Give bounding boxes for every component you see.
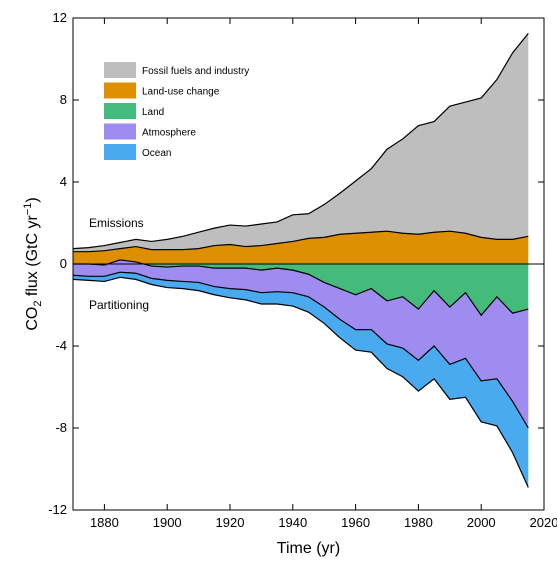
- x-tick-label: 1940: [278, 515, 307, 530]
- area-fossil-fuels: [73, 33, 529, 252]
- legend-swatch: [104, 123, 136, 140]
- legend-label: Ocean: [142, 148, 171, 159]
- area-ocean: [73, 272, 529, 488]
- y-axis-title: CO2 flux (GtC yr−1): [22, 197, 44, 330]
- annotation-partitioning: Partitioning: [89, 298, 149, 312]
- x-tick-label: 1980: [404, 515, 433, 530]
- area-land-use-change: [73, 231, 529, 264]
- x-axis-title: Time (yr): [277, 540, 340, 557]
- legend-swatch: [104, 144, 136, 160]
- legend-label: Land: [142, 107, 164, 118]
- y-tick-label: -12: [48, 502, 67, 517]
- legend-label: Land-use change: [142, 87, 220, 98]
- legend-swatch: [104, 62, 136, 78]
- x-tick-label: 1920: [216, 515, 245, 530]
- y-axis-title-superscript: −1: [22, 203, 34, 216]
- line-land-bottom: [73, 259, 529, 317]
- legend-swatch: [104, 82, 136, 99]
- area-layers: [72, 32, 529, 488]
- x-tick-label: 2020: [530, 515, 557, 530]
- x-tick-label: 1960: [341, 515, 370, 530]
- y-axis-title-end: ): [24, 197, 41, 202]
- annotation-emissions: Emissions: [89, 216, 144, 230]
- line-ocean-bottom: [72, 276, 529, 488]
- y-axis-title-middle: flux (GtC yr: [24, 215, 41, 301]
- area-land: [73, 259, 529, 316]
- legend-label: Fossil fuels and industry: [142, 66, 249, 77]
- x-tick-label: 1880: [90, 515, 119, 530]
- y-tick-label: 0: [60, 256, 67, 271]
- legend-label: Atmosphere: [142, 128, 196, 139]
- area-atmosphere: [73, 259, 529, 428]
- line-fossil-fuels-top: [72, 32, 529, 250]
- line-atmosphere-bottom: [72, 271, 529, 429]
- y-axis-title-co: CO: [24, 307, 41, 331]
- legend: Fossil fuels and industry Land-use change…: [104, 62, 249, 160]
- x-tick-label: 2000: [467, 515, 496, 530]
- y-tick-label: 8: [60, 92, 67, 107]
- axis-ticks: 1880 1900 1920 1940 1960 1980 2000 2020 -12 -8 -4 0…: [48, 10, 557, 530]
- y-tick-label: 12: [53, 10, 67, 25]
- y-axis-title-subscript: 2: [32, 301, 44, 307]
- y-tick-label: 4: [60, 174, 67, 189]
- legend-swatch: [104, 103, 136, 119]
- x-tick-label: 1900: [153, 515, 182, 530]
- y-tick-label: -8: [55, 420, 67, 435]
- y-tick-label: -4: [55, 338, 67, 353]
- line-land-use-top: [73, 230, 529, 253]
